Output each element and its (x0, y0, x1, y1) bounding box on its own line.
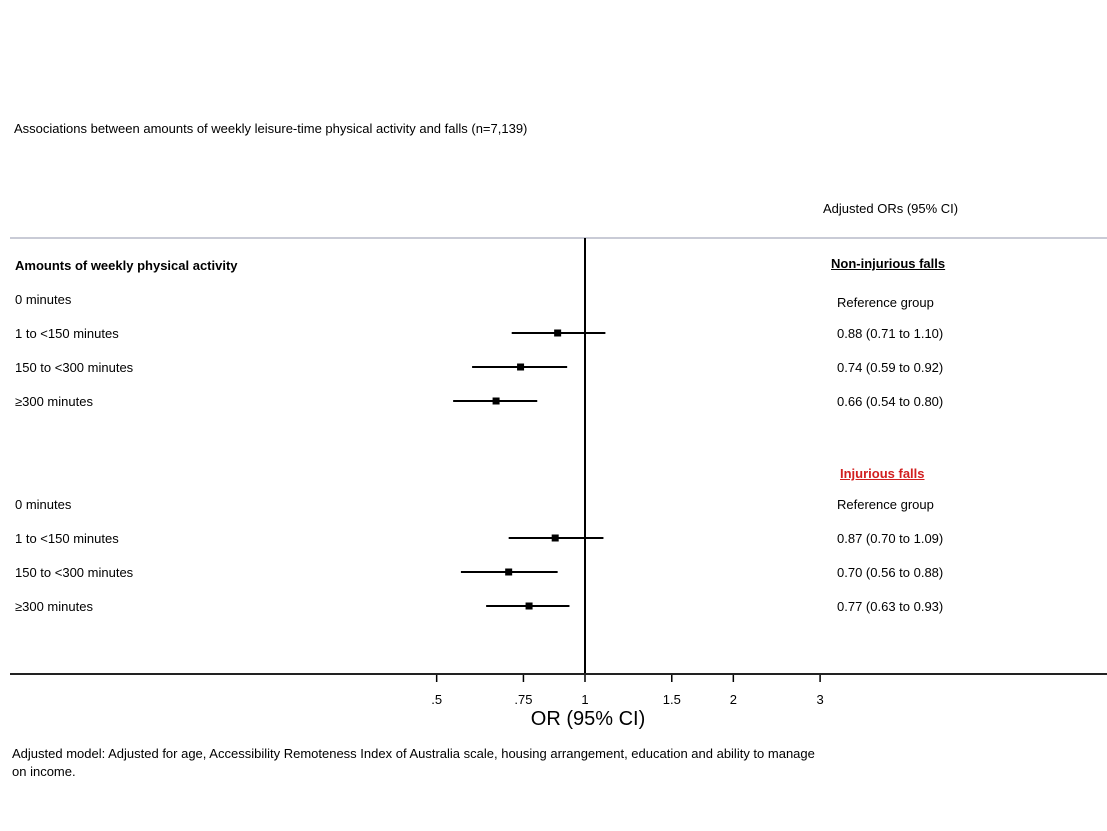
x-tick-label: 3 (816, 692, 824, 707)
or-point-marker (505, 568, 513, 576)
estimate-text: 0.77 (0.63 to 0.93) (837, 599, 944, 614)
x-tick-label: 1 (581, 692, 589, 707)
or-point-marker (554, 329, 562, 337)
x-axis-line (10, 673, 1107, 675)
footnote: Adjusted model: Adjusted for age, Access… (12, 746, 815, 779)
estimate-text: 0.74 (0.59 to 0.92) (837, 360, 944, 375)
top-divider (10, 237, 1107, 239)
row-label: 150 to <300 minutes (15, 360, 134, 375)
x-tick-label: 1.5 (662, 692, 681, 707)
row-label: 1 to <150 minutes (15, 531, 119, 546)
x-tick-label: 2 (729, 692, 737, 707)
estimate-text: 0.66 (0.54 to 0.80) (837, 394, 944, 409)
section-title-non-injurious: Non-injurious falls (831, 256, 946, 271)
row-label: 1 to <150 minutes (15, 326, 119, 341)
estimate-column-header: Adjusted ORs (95% CI) (823, 201, 959, 216)
row-label: 0 minutes (15, 292, 72, 307)
estimate-text: Reference group (837, 295, 934, 310)
row-label: ≥300 minutes (15, 599, 93, 614)
row-group-heading: Amounts of weekly physical activity (15, 258, 238, 273)
or-point-marker (517, 363, 525, 371)
row-label: 0 minutes (15, 497, 72, 512)
row-label: ≥300 minutes (15, 394, 93, 409)
section-title-injurious: Injurious falls (840, 466, 925, 481)
x-tick-label: .5 (431, 692, 443, 707)
estimate-text: Reference group (837, 497, 934, 512)
x-axis-label: OR (95% CI) (530, 708, 646, 730)
or-point-marker (492, 397, 500, 405)
chart-title: Associations between amounts of weekly l… (14, 121, 528, 136)
x-tick-label: .75 (514, 692, 533, 707)
estimate-text: 0.88 (0.71 to 1.10) (837, 326, 944, 341)
or-point-marker (551, 534, 559, 542)
or-point-marker (525, 602, 533, 610)
estimate-text: 0.87 (0.70 to 1.09) (837, 531, 944, 546)
estimate-text: 0.70 (0.56 to 0.88) (837, 565, 944, 580)
row-label: 150 to <300 minutes (15, 565, 134, 580)
